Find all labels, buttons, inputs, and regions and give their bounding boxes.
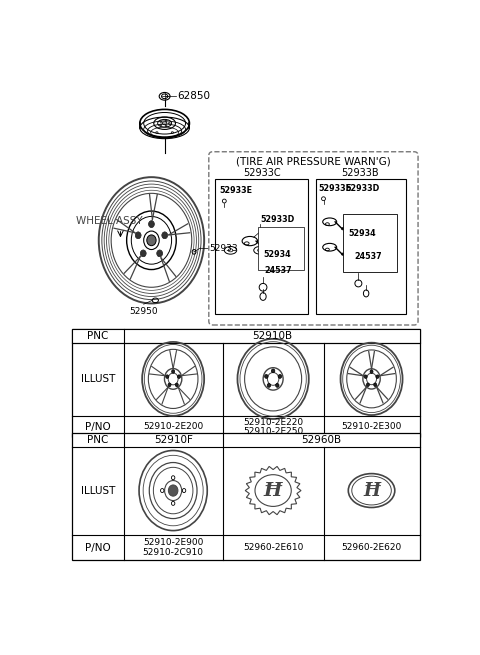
Text: Ħ: Ħ: [264, 481, 282, 500]
Polygon shape: [252, 387, 268, 408]
Bar: [343, 214, 397, 272]
Ellipse shape: [267, 383, 271, 387]
Text: 52910-2E220: 52910-2E220: [243, 417, 303, 426]
Text: 52910-2E200: 52910-2E200: [143, 422, 203, 431]
Bar: [258, 227, 304, 270]
Text: 52960-2E620: 52960-2E620: [341, 543, 402, 552]
Ellipse shape: [157, 250, 162, 257]
Text: Ħ: Ħ: [363, 481, 380, 500]
Text: 52910-2E250: 52910-2E250: [243, 427, 303, 436]
Text: 52934: 52934: [348, 229, 376, 238]
Ellipse shape: [366, 383, 370, 386]
Ellipse shape: [376, 375, 379, 379]
Text: 52933B: 52933B: [341, 168, 379, 178]
Text: 52934: 52934: [263, 250, 291, 259]
Ellipse shape: [370, 370, 373, 373]
Text: 52933D: 52933D: [345, 184, 380, 193]
Ellipse shape: [364, 375, 367, 379]
Ellipse shape: [178, 375, 180, 379]
Text: ILLUST: ILLUST: [81, 374, 115, 384]
Text: 52933D: 52933D: [260, 215, 294, 224]
Ellipse shape: [175, 383, 178, 386]
Text: 52933: 52933: [209, 244, 238, 252]
Polygon shape: [278, 387, 294, 408]
Polygon shape: [150, 366, 165, 376]
Text: 52950: 52950: [130, 307, 158, 316]
Ellipse shape: [141, 250, 146, 257]
Ellipse shape: [162, 232, 168, 238]
Ellipse shape: [276, 383, 279, 387]
Ellipse shape: [271, 369, 275, 373]
Text: 52933C: 52933C: [243, 168, 280, 178]
Ellipse shape: [135, 232, 141, 238]
Text: PNC: PNC: [87, 435, 108, 445]
Text: P/NO: P/NO: [85, 542, 111, 553]
Text: 52910-2E300: 52910-2E300: [341, 422, 402, 431]
Bar: [316, 179, 406, 314]
Ellipse shape: [168, 485, 178, 496]
Ellipse shape: [172, 369, 175, 373]
Text: (TIRE AIR PRESSURE WARN'G): (TIRE AIR PRESSURE WARN'G): [236, 157, 391, 167]
Polygon shape: [245, 466, 301, 515]
Polygon shape: [178, 387, 190, 404]
Text: 52910-2E900: 52910-2E900: [143, 538, 204, 547]
Bar: [72, 433, 420, 560]
Text: 52960B: 52960B: [301, 435, 341, 445]
Text: WHEEL ASSY: WHEEL ASSY: [75, 216, 142, 226]
Polygon shape: [181, 366, 197, 376]
Ellipse shape: [149, 221, 154, 227]
Text: 52933E: 52933E: [220, 186, 252, 195]
Text: 24537: 24537: [264, 266, 292, 275]
Ellipse shape: [168, 383, 171, 386]
Ellipse shape: [267, 250, 270, 252]
Bar: [72, 329, 420, 343]
Text: 52910F: 52910F: [154, 435, 192, 445]
Text: P/NO: P/NO: [85, 422, 111, 432]
Text: 62850: 62850: [177, 91, 210, 102]
Text: PNC: PNC: [87, 331, 108, 341]
Text: ILLUST: ILLUST: [81, 486, 115, 496]
Ellipse shape: [374, 383, 377, 386]
Polygon shape: [245, 363, 264, 377]
Ellipse shape: [166, 375, 169, 379]
Polygon shape: [282, 363, 301, 377]
Polygon shape: [156, 387, 168, 404]
Text: 52960-2E610: 52960-2E610: [243, 543, 303, 552]
Polygon shape: [170, 350, 177, 369]
Bar: [215, 179, 308, 314]
Text: 52933E: 52933E: [319, 184, 352, 193]
Bar: [72, 329, 420, 438]
Ellipse shape: [278, 375, 282, 379]
Ellipse shape: [147, 235, 156, 246]
Polygon shape: [267, 347, 279, 367]
Text: 52910B: 52910B: [252, 331, 292, 341]
Text: 52910-2C910: 52910-2C910: [143, 548, 204, 557]
Ellipse shape: [264, 375, 268, 379]
Ellipse shape: [341, 253, 344, 255]
Ellipse shape: [341, 228, 344, 230]
Text: 24537: 24537: [355, 252, 382, 261]
